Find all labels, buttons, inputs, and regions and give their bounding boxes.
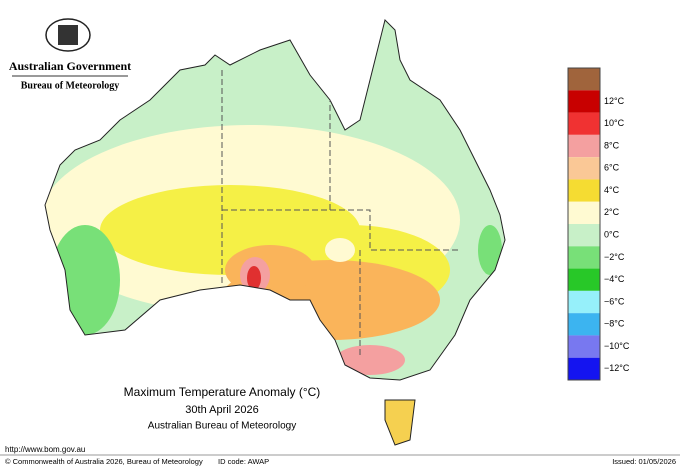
state-borders	[221, 70, 460, 355]
url: http://www.bom.gov.au	[5, 445, 85, 454]
legend-swatch	[568, 335, 600, 358]
legend-swatch	[568, 134, 600, 158]
legend-label: 4°C	[604, 185, 620, 195]
legend-swatch	[568, 224, 600, 247]
legend-label: −10°C	[604, 341, 630, 351]
legend-label: 0°C	[604, 230, 620, 240]
legend-swatch	[568, 290, 600, 314]
legend-swatch	[568, 112, 600, 135]
legend-label: −8°C	[604, 319, 625, 329]
legend: 12°C 10°C 8°C 6°C 4°C 2°C 0°C −2°C −4°C −6°C −8°C −…	[567, 67, 630, 381]
legend-swatch	[568, 357, 600, 380]
legend-label: −2°C	[604, 252, 625, 262]
legend-swatch	[568, 157, 600, 180]
copyright: © Commonwealth of Australia 2026, Bureau…	[5, 457, 203, 466]
legend-label: 6°C	[604, 163, 620, 173]
legend-label: −6°C	[604, 296, 625, 306]
legend-swatch	[568, 90, 600, 113]
legend-label: −4°C	[604, 274, 625, 284]
coastline	[44, 19, 506, 381]
agency: Australian Government	[9, 59, 131, 73]
bureau: Bureau of Meteorology	[21, 80, 120, 91]
legend-swatch	[568, 201, 600, 224]
legend-swatch	[568, 268, 600, 291]
map-title: Maximum Temperature Anomaly (°C)	[124, 385, 321, 399]
map-date: 30th April 2026	[185, 404, 258, 416]
crest	[45, 18, 91, 52]
legend-frame	[567, 67, 601, 381]
id-code: ID code: AWAP	[218, 457, 269, 466]
legend-label: 10°C	[604, 118, 625, 128]
legend-swatch	[568, 68, 600, 91]
legend-swatch	[568, 313, 600, 336]
legend-label: 2°C	[604, 207, 620, 217]
legend-label: 12°C	[604, 96, 625, 106]
issued: Issued: 01/05/2026	[612, 457, 676, 466]
legend-label: 8°C	[604, 140, 620, 150]
legend-swatch	[568, 179, 600, 202]
legend-label: −12°C	[604, 363, 630, 373]
tasmania	[384, 399, 416, 446]
legend-swatch	[568, 246, 600, 269]
map-source: Australian Bureau of Meteorology	[148, 421, 296, 432]
